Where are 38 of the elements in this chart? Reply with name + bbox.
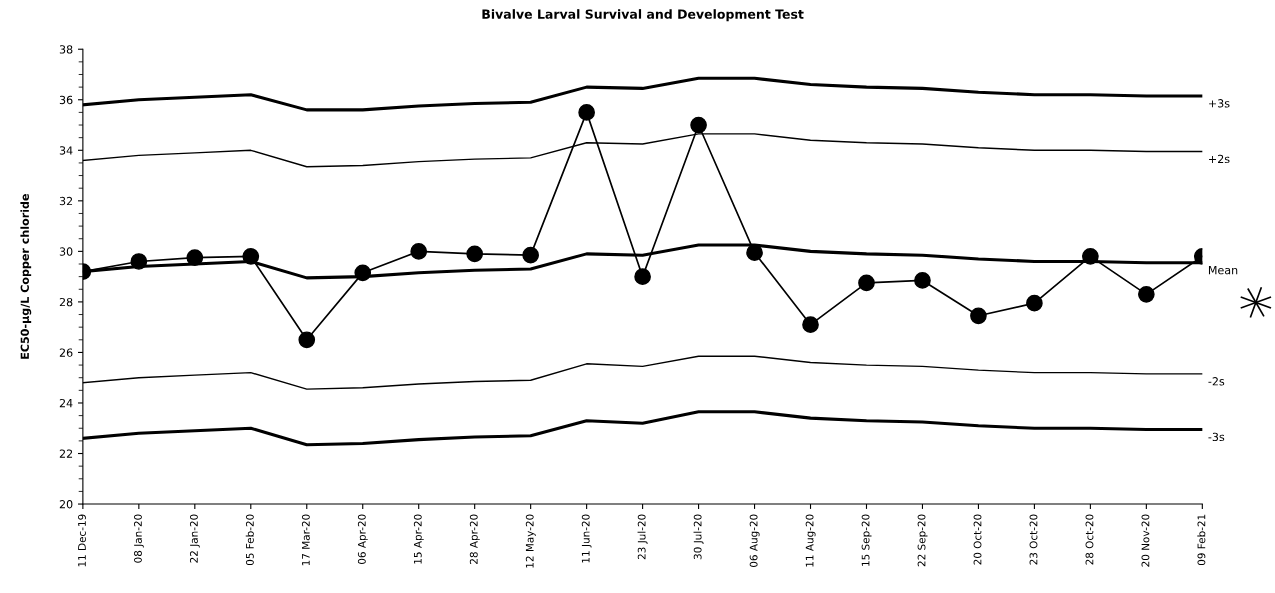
x-tick-label: 22 Jan-20 bbox=[189, 514, 200, 563]
x-tick-label: 15 Sep-20 bbox=[861, 514, 872, 566]
x-tick-label: 12 May-20 bbox=[525, 514, 536, 568]
y-tick-label: 36 bbox=[59, 95, 73, 105]
series-label: +2s bbox=[1209, 154, 1230, 164]
x-tick-label: 20 Nov-20 bbox=[1141, 514, 1150, 567]
x-tick-label: 28 Apr-20 bbox=[469, 514, 480, 564]
x-tick-label: 05 Feb-20 bbox=[245, 514, 254, 566]
chart-title: Bivalve Larval Survival and Development Test bbox=[482, 9, 804, 22]
y-tick-label: 26 bbox=[59, 348, 73, 357]
x-tick-label: 15 Apr-20 bbox=[413, 514, 424, 564]
y-tick-label: 38 bbox=[59, 45, 73, 54]
x-tick-label: 11 Jun-20 bbox=[581, 514, 592, 563]
y-tick-label: 20 bbox=[59, 500, 73, 509]
x-tick-label: 23 Jul-20 bbox=[637, 514, 648, 560]
x-tick-label: 22 Sep-20 bbox=[917, 514, 928, 567]
y-tick-label: 34 bbox=[59, 146, 73, 155]
y-tick-label: 28 bbox=[59, 297, 73, 307]
x-tick-label: 06 Aug-20 bbox=[749, 514, 760, 567]
x-tick-label: 23 Oct-20 bbox=[1029, 514, 1038, 565]
x-tick-label: 28 Oct-20 bbox=[1085, 514, 1094, 565]
y-tick-label: 22 bbox=[59, 449, 73, 458]
x-tick-label: 08 Jan-20 bbox=[133, 514, 144, 563]
x-tick-label: 09 Feb-21 bbox=[1197, 514, 1206, 566]
x-tick-label: 17 Mar-20 bbox=[301, 514, 310, 566]
series-label: Mean bbox=[1208, 266, 1238, 275]
y-tick-label: 24 bbox=[59, 398, 73, 408]
x-tick-label: 06 Apr-20 bbox=[357, 514, 368, 565]
y-tick-label: 30 bbox=[59, 247, 73, 256]
series-label: +3s bbox=[1209, 99, 1230, 108]
y-tick-label: 32 bbox=[59, 196, 73, 206]
y-axis-title: EC50-µg/L Copper chloride bbox=[20, 194, 32, 359]
x-tick-label: 30 Jul-20 bbox=[693, 514, 704, 560]
x-tick-label: 11 Aug-20 bbox=[805, 514, 816, 567]
x-tick-label: 11 Dec-19 bbox=[78, 514, 86, 567]
series-label: -3s bbox=[1208, 432, 1225, 442]
series-label: -2s bbox=[1208, 377, 1225, 386]
x-tick-label: 20 Oct-20 bbox=[973, 514, 982, 565]
